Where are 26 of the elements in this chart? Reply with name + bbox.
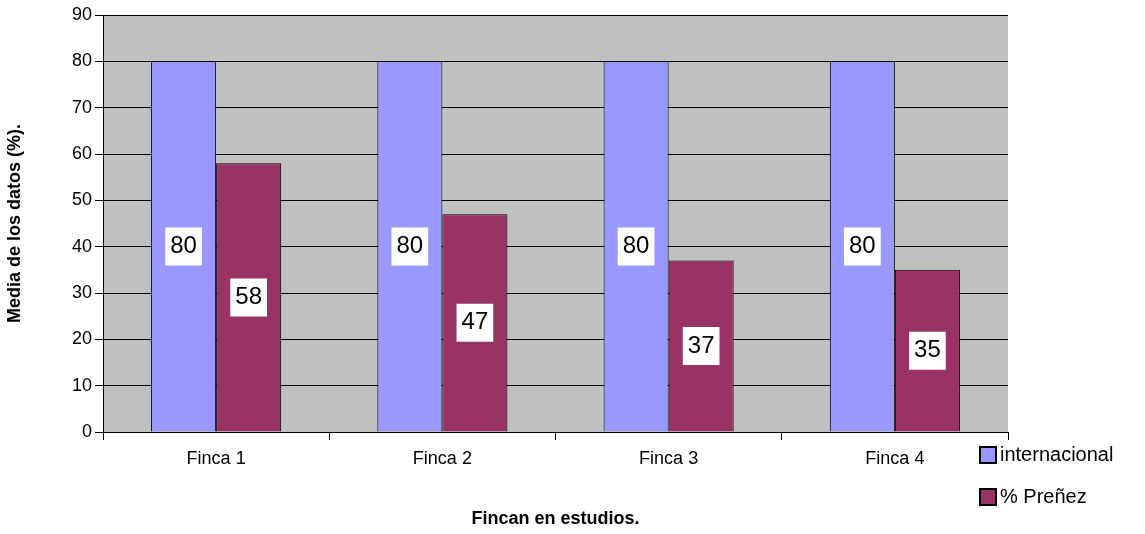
y-tick-label: 30 — [71, 281, 92, 302]
data-label: 35 — [914, 335, 941, 363]
data-label: 80 — [396, 231, 424, 259]
data-label: 80 — [170, 231, 197, 259]
y-tick-label: 20 — [71, 328, 92, 349]
y-tick-label: 0 — [81, 420, 92, 441]
y-tick-label: 80 — [71, 50, 92, 71]
x-tick-label: Finca 3 — [639, 447, 699, 468]
x-tick-label: Finca 2 — [412, 447, 472, 468]
y-tick-label: 90 — [71, 3, 92, 24]
x-axis-title: Fincan en estudios. — [471, 508, 640, 529]
y-tick-label: 40 — [71, 235, 92, 256]
y-tick-label: 50 — [71, 189, 92, 210]
y-tick-label: 70 — [71, 96, 92, 117]
data-label: 58 — [235, 282, 262, 310]
y-tick-label: 60 — [71, 142, 92, 163]
x-tick-label: Finca 1 — [186, 447, 246, 468]
legend-label: % Preñez — [1000, 484, 1087, 507]
legend-label: internacional — [1000, 442, 1114, 465]
data-label: 37 — [687, 330, 715, 358]
data-label: 80 — [849, 231, 876, 259]
data-label: 47 — [461, 307, 489, 335]
y-axis-title: Media de los datos (%). — [3, 123, 24, 324]
y-tick-label: 10 — [71, 374, 92, 395]
data-label: 80 — [622, 231, 650, 259]
x-tick-label: Finca 4 — [865, 447, 925, 468]
